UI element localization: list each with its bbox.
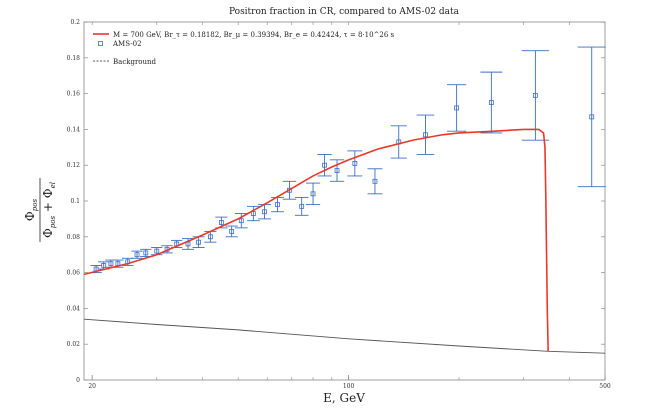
data-point	[423, 132, 428, 138]
y-tick-label: 0.18	[67, 55, 81, 62]
data-point	[352, 161, 358, 166]
data-point	[299, 203, 305, 209]
data-point	[589, 114, 595, 120]
y-label-den-sub2: el	[49, 182, 57, 188]
y-label-numerator: Φpos	[23, 199, 39, 222]
data-point	[322, 162, 327, 168]
data-point	[218, 220, 224, 225]
legend-label-ams02: AMS-02	[112, 40, 142, 48]
x-tick-label: 100	[343, 383, 355, 390]
y-label-den-sub1: pos	[49, 215, 57, 228]
legend-label-background: Background	[113, 58, 157, 66]
chart-title: Positron fraction in CR, compared to AMS…	[229, 7, 460, 17]
data-point	[334, 168, 340, 173]
y-tick-label: 0.16	[67, 91, 81, 98]
x-tick-label: 20	[88, 383, 96, 390]
plot-frame	[83, 21, 606, 381]
data-point	[262, 209, 267, 215]
data-point	[532, 92, 538, 98]
data-point	[134, 252, 140, 258]
data-point	[101, 263, 107, 268]
data-point	[488, 100, 494, 105]
data-point	[154, 248, 160, 254]
x-axis-label: E, GeV	[323, 391, 365, 405]
data-point	[238, 218, 244, 224]
y-axis-label: Φpos Φpos + Φel	[23, 178, 57, 242]
y-tick-label: 0.04	[67, 305, 81, 312]
legend-label-model: M = 700 GeV, Br_τ = 0.18182, Br_μ = 0.39…	[113, 31, 395, 39]
y-axis: 0 0.02 0.04 0.06 0.08 0.1 0.12 0.14 0.16 0.18 0.2	[67, 19, 605, 384]
y-label-num-symbol: Φ	[23, 211, 37, 221]
data-point	[108, 261, 114, 267]
data-point	[250, 211, 256, 216]
y-tick-label: 0.12	[67, 162, 81, 169]
x-axis: 20 100 500	[88, 22, 611, 390]
data-point	[275, 202, 280, 207]
y-tick-label: 0.06	[67, 270, 81, 277]
y-tick-label: 0.1	[70, 198, 80, 205]
data-point	[310, 191, 316, 197]
data-point	[229, 229, 235, 234]
data-point	[207, 234, 213, 240]
data-point	[372, 178, 378, 184]
series-layer	[83, 46, 606, 354]
data-point	[143, 250, 149, 256]
y-label-denominator: Φpos + Φel	[41, 182, 57, 238]
y-tick-label: 0.02	[67, 341, 81, 348]
y-label-den-plus: + Φ	[41, 188, 55, 216]
legend-swatch-ams02	[98, 41, 103, 46]
data-point	[454, 105, 460, 111]
y-label-den-symbol: Φ	[41, 228, 55, 238]
series-line-background	[83, 318, 606, 354]
series-line-model	[83, 128, 549, 352]
y-tick-label: 0.14	[67, 126, 81, 133]
legend: M = 700 GeV, Br_τ = 0.18182, Br_μ = 0.39…	[93, 31, 395, 66]
y-tick-label: 0.08	[67, 234, 81, 241]
y-label-num-sub: pos	[31, 199, 39, 212]
y-tick-label: 0	[76, 377, 80, 384]
y-tick-label: 0.2	[70, 19, 80, 26]
data-point	[196, 239, 201, 245]
x-tick-label: 500	[599, 383, 611, 390]
